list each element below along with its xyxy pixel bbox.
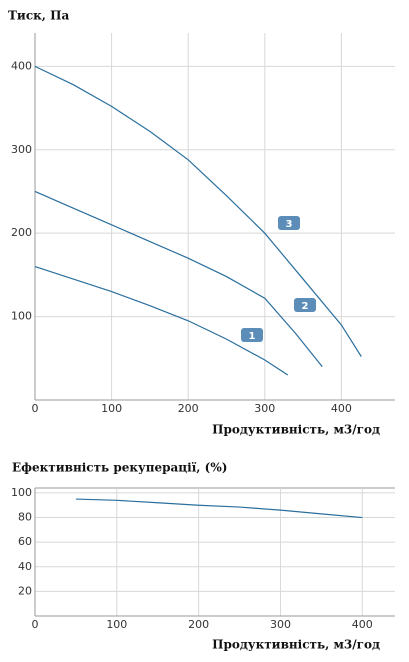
x-tick-label: 100 [106, 618, 127, 631]
y-tick-label: 40 [18, 560, 32, 573]
curve [34, 190, 323, 368]
y-tick-label: 100 [11, 310, 32, 323]
curve [75, 498, 363, 519]
x-axis-label: Продуктивність, м3/год [212, 423, 380, 437]
curve-badge [278, 216, 300, 230]
curve-badge [241, 328, 263, 342]
x-tick-label: 300 [270, 618, 291, 631]
y-tick-label: 300 [11, 143, 32, 156]
y-tick-label: 80 [18, 511, 32, 524]
y-tick-label: 400 [11, 59, 32, 72]
y-tick-label: 100 [11, 486, 32, 499]
curve-label: 3 [286, 219, 293, 230]
x-tick-label: 200 [188, 618, 209, 631]
curve-label: 1 [249, 331, 256, 342]
x-axis-label: Продуктивність, м3/год [212, 638, 380, 652]
x-tick-label: 0 [32, 402, 39, 415]
x-tick-label: 200 [178, 402, 199, 415]
x-tick-label: 400 [352, 618, 373, 631]
x-tick-label: 400 [331, 402, 352, 415]
y-tick-label: 200 [11, 226, 32, 239]
x-tick-label: 300 [254, 402, 275, 415]
curve [34, 65, 362, 357]
curve-badge [294, 298, 316, 312]
y-tick-label: 60 [18, 535, 32, 548]
curve-label: 2 [302, 301, 309, 312]
x-tick-label: 0 [32, 618, 39, 631]
curve [34, 265, 289, 376]
y-tick-label: 20 [18, 584, 32, 597]
chart-title: Ефективність рекуперації, (%) [12, 461, 227, 475]
chart-title: Тиск, Па [8, 9, 69, 23]
x-tick-label: 100 [101, 402, 122, 415]
